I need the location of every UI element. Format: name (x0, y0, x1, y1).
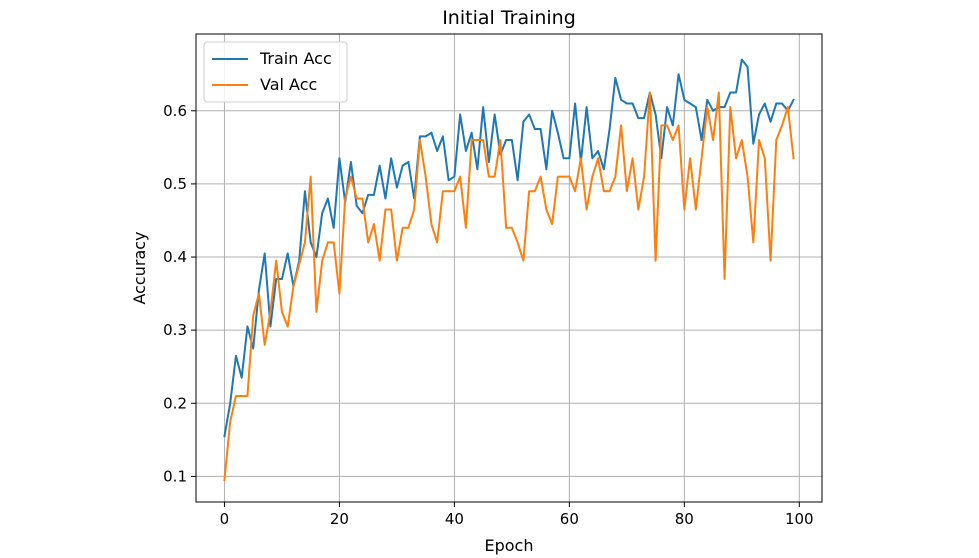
x-tick-label: 40 (445, 510, 464, 528)
series-lines (223, 58, 795, 482)
plot-frame (195, 33, 823, 503)
legend-box (203, 41, 348, 103)
legend-label-train: Train Acc (259, 49, 332, 68)
y-tick-label: 0.1 (163, 467, 187, 485)
series-line-train-acc (223, 58, 795, 438)
y-tick-label: 0.4 (163, 248, 187, 266)
y-tick-label: 0.2 (163, 394, 187, 412)
x-tick-label: 100 (785, 510, 814, 528)
x-tick-label: 80 (675, 510, 694, 528)
y-tick-label: 0.6 (163, 102, 187, 120)
x-axis-label: Epoch (485, 536, 534, 555)
series-line-val-acc (223, 91, 795, 482)
ticks: 0 20 40 60 80 100 0.1 0.2 0.3 0.4 0.5 0.6 (163, 102, 813, 528)
chart-title: Initial Training (442, 7, 576, 29)
legend-label-val: Val Acc (260, 75, 317, 94)
plot-background (196, 34, 822, 502)
y-axis-label: Accuracy (130, 231, 149, 304)
legend: Train Acc Val Acc (203, 41, 348, 103)
x-tick-label: 20 (330, 510, 349, 528)
x-tick-label: 0 (220, 510, 230, 528)
x-tick-label: 60 (560, 510, 579, 528)
y-tick-label: 0.3 (163, 321, 187, 339)
grid (196, 34, 822, 502)
y-tick-label: 0.5 (163, 175, 187, 193)
